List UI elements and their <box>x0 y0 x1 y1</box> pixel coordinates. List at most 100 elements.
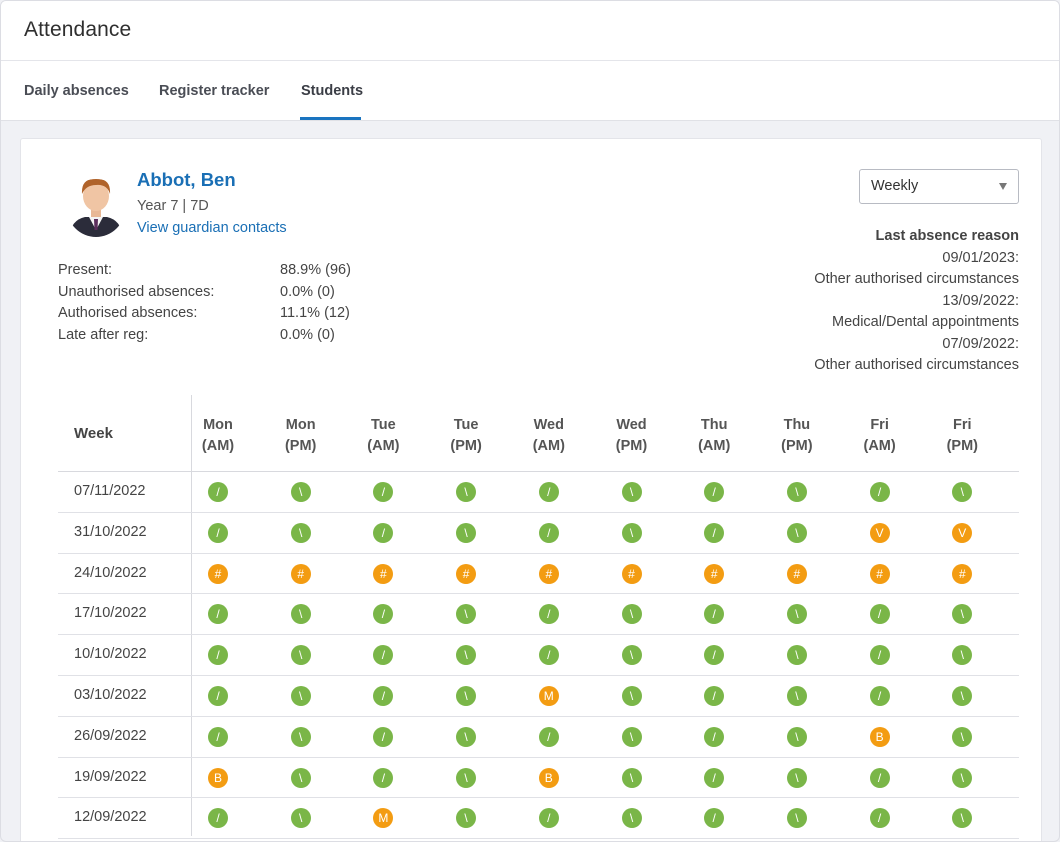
attendance-mark[interactable]: \ <box>621 645 642 666</box>
attendance-mark[interactable]: B <box>208 767 228 788</box>
attendance-mark[interactable]: / <box>373 726 394 747</box>
attendance-mark[interactable]: / <box>208 808 228 829</box>
attendance-mark[interactable]: / <box>208 604 228 625</box>
attendance-mark[interactable]: \ <box>290 482 311 502</box>
attendance-mark[interactable]: \ <box>786 482 807 502</box>
attendance-mark[interactable]: \ <box>786 604 807 625</box>
attendance-mark[interactable]: / <box>538 522 559 543</box>
attendance-mark[interactable]: / <box>704 522 725 543</box>
attendance-mark[interactable]: B <box>869 726 890 747</box>
attendance-mark[interactable]: \ <box>952 808 973 829</box>
attendance-mark[interactable]: / <box>704 604 725 625</box>
attendance-mark[interactable]: / <box>869 645 890 666</box>
attendance-mark[interactable]: # <box>621 563 642 584</box>
attendance-mark[interactable]: / <box>538 482 559 502</box>
tab-students[interactable]: Students <box>301 83 364 99</box>
attendance-mark[interactable]: \ <box>456 604 477 625</box>
attendance-mark[interactable]: M <box>373 808 394 829</box>
attendance-mark[interactable]: \ <box>786 522 807 543</box>
attendance-mark[interactable]: \ <box>621 482 642 502</box>
attendance-mark[interactable]: \ <box>456 522 477 543</box>
attendance-mark[interactable]: \ <box>290 808 311 829</box>
attendance-mark[interactable]: # <box>786 563 807 584</box>
view-guardian-contacts-link[interactable]: View guardian contacts <box>137 220 287 236</box>
column-header-session: (AM) <box>201 438 235 454</box>
attendance-mark[interactable]: \ <box>786 645 807 666</box>
attendance-mark[interactable]: \ <box>456 685 477 706</box>
attendance-mark[interactable]: # <box>538 563 559 584</box>
attendance-mark[interactable]: \ <box>290 522 311 543</box>
attendance-mark[interactable]: \ <box>621 726 642 747</box>
attendance-mark[interactable]: # <box>704 563 725 584</box>
attendance-mark[interactable]: / <box>869 604 890 625</box>
attendance-mark[interactable]: / <box>704 685 725 706</box>
attendance-mark[interactable]: \ <box>952 767 973 788</box>
week-cell: 24/10/2022 <box>74 564 147 581</box>
attendance-mark[interactable]: / <box>373 482 394 502</box>
attendance-mark[interactable]: \ <box>456 645 477 666</box>
attendance-mark[interactable]: \ <box>952 604 973 625</box>
attendance-mark[interactable]: \ <box>456 482 477 502</box>
attendance-mark[interactable]: \ <box>786 726 807 747</box>
attendance-mark[interactable]: \ <box>621 767 642 788</box>
period-select[interactable]: Weekly <box>859 169 1019 204</box>
attendance-mark[interactable]: \ <box>952 645 973 666</box>
attendance-mark[interactable]: / <box>704 482 725 502</box>
attendance-mark[interactable]: / <box>373 604 394 625</box>
attendance-mark[interactable]: / <box>538 645 559 666</box>
attendance-mark[interactable]: / <box>373 645 394 666</box>
attendance-mark[interactable]: \ <box>621 522 642 543</box>
attendance-mark[interactable]: \ <box>290 767 311 788</box>
attendance-mark[interactable]: \ <box>786 767 807 788</box>
attendance-mark[interactable]: \ <box>290 645 311 666</box>
attendance-mark[interactable]: V <box>952 522 973 543</box>
attendance-mark[interactable]: / <box>538 808 559 829</box>
attendance-mark[interactable]: / <box>704 645 725 666</box>
attendance-mark[interactable]: M <box>538 685 559 706</box>
attendance-mark[interactable]: \ <box>290 604 311 625</box>
column-header-session: (PM) <box>615 438 648 454</box>
attendance-mark[interactable]: / <box>538 604 559 625</box>
attendance-mark[interactable]: / <box>373 522 394 543</box>
attendance-mark[interactable]: # <box>952 563 973 584</box>
attendance-mark[interactable]: \ <box>456 767 477 788</box>
attendance-mark[interactable]: \ <box>786 808 807 829</box>
attendance-mark[interactable]: # <box>456 563 477 584</box>
attendance-mark[interactable]: / <box>538 726 559 747</box>
attendance-mark[interactable]: / <box>869 767 890 788</box>
attendance-mark[interactable]: \ <box>952 482 973 502</box>
attendance-mark[interactable]: / <box>208 522 228 543</box>
attendance-mark[interactable]: / <box>373 685 394 706</box>
attendance-mark[interactable]: / <box>208 482 228 502</box>
attendance-mark[interactable]: / <box>869 808 890 829</box>
attendance-mark[interactable]: / <box>704 726 725 747</box>
attendance-mark[interactable]: / <box>208 685 228 706</box>
attendance-mark[interactable]: \ <box>952 685 973 706</box>
attendance-mark[interactable]: / <box>704 767 725 788</box>
attendance-mark[interactable]: # <box>869 563 890 584</box>
student-name-link[interactable]: Abbot, Ben <box>137 169 236 190</box>
attendance-mark[interactable]: \ <box>290 685 311 706</box>
attendance-mark[interactable]: / <box>869 685 890 706</box>
attendance-mark[interactable]: # <box>208 563 228 584</box>
attendance-mark[interactable]: / <box>208 726 228 747</box>
attendance-mark[interactable]: \ <box>786 685 807 706</box>
attendance-mark[interactable]: \ <box>456 726 477 747</box>
attendance-mark[interactable]: / <box>704 808 725 829</box>
attendance-mark[interactable]: V <box>869 522 890 543</box>
attendance-mark[interactable]: \ <box>456 808 477 829</box>
table-row: 31/10/2022 / \ / \ / \ / \ V V <box>58 513 1019 554</box>
attendance-mark[interactable]: B <box>538 767 559 788</box>
attendance-mark[interactable]: \ <box>621 808 642 829</box>
attendance-mark[interactable]: / <box>373 767 394 788</box>
attendance-mark[interactable]: \ <box>290 726 311 747</box>
attendance-mark[interactable]: / <box>208 645 228 666</box>
attendance-mark[interactable]: \ <box>621 604 642 625</box>
tab-register-tracker[interactable]: Register tracker <box>159 83 270 99</box>
attendance-mark[interactable]: \ <box>952 726 973 747</box>
tab-daily-absences[interactable]: Daily absences <box>24 83 129 99</box>
attendance-mark[interactable]: \ <box>621 685 642 706</box>
attendance-mark[interactable]: / <box>869 482 890 502</box>
attendance-mark[interactable]: # <box>290 563 311 584</box>
attendance-mark[interactable]: # <box>373 563 394 584</box>
